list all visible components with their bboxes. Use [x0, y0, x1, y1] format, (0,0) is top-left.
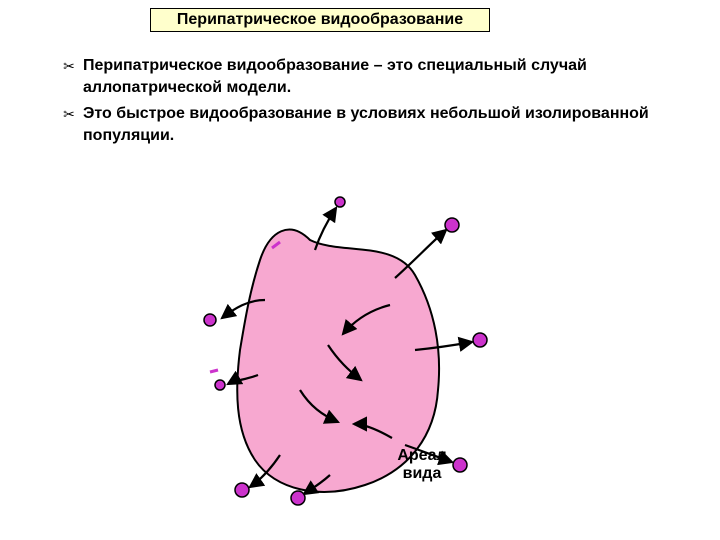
bullet-text: Это быстрое видообразование в условиях н…	[83, 103, 675, 147]
diagram-svg	[180, 180, 540, 520]
bullet-item: ✂ Это быстрое видообразование в условиях…	[55, 103, 675, 147]
title-text: Перипатрическое видообразование	[177, 11, 463, 28]
area-label: Ареалвида	[397, 447, 446, 483]
bullet-text: Перипатрическое видообразование – это сп…	[83, 55, 675, 99]
bullet-item: ✂ Перипатрическое видообразование – это …	[55, 55, 675, 99]
bullet-list: ✂ Перипатрическое видообразование – это …	[55, 55, 675, 151]
title-box: Перипатрическое видообразование	[150, 8, 490, 32]
scissors-icon: ✂	[55, 55, 83, 77]
species-area-diagram: Ареалвида	[180, 180, 540, 520]
scissors-icon: ✂	[55, 103, 83, 125]
